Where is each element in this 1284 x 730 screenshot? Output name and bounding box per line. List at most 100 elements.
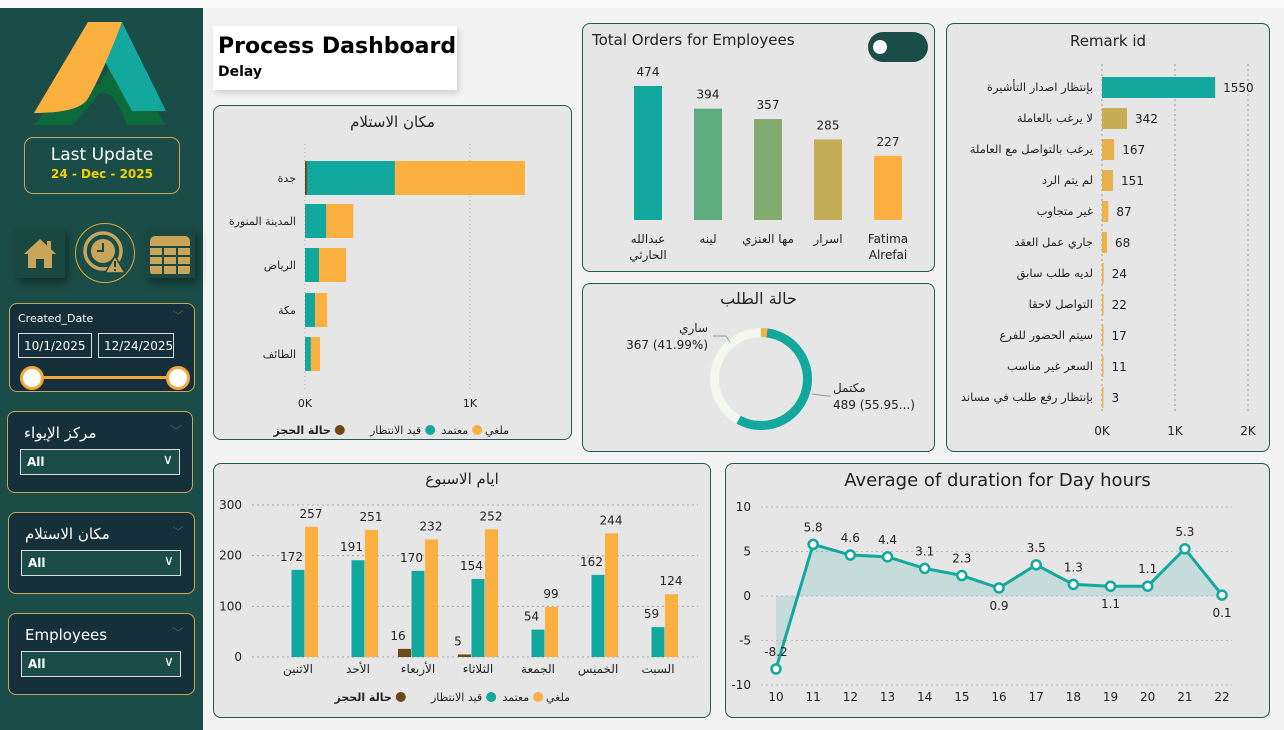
y-category-label: يرغب بالتواصل مع العاملة xyxy=(970,142,1093,157)
y-category-label: السعر غير مناسب xyxy=(1007,359,1093,374)
data-label: 124 xyxy=(660,574,683,588)
toggle-knob xyxy=(873,40,887,54)
legend-marker xyxy=(334,425,345,435)
created-date-title: Created_Date xyxy=(18,312,94,325)
bar xyxy=(874,155,902,220)
data-label: 154 xyxy=(460,559,483,573)
bar xyxy=(665,594,678,657)
legend-label: معتمد xyxy=(442,424,469,437)
chart-title: حالة الطلب xyxy=(720,289,797,308)
table-button[interactable] xyxy=(145,228,195,278)
data-point xyxy=(770,663,782,675)
employees-dropdown[interactable]: All ∨ xyxy=(21,651,181,677)
x-category-label: لينه xyxy=(699,232,716,246)
x-tick-label: 1K xyxy=(463,397,478,410)
chart-title: Total Orders for Employees xyxy=(592,31,795,49)
y-category-label: جاري عمل العقد xyxy=(1014,235,1093,250)
table-icon xyxy=(150,236,190,274)
bar xyxy=(814,139,842,220)
bar xyxy=(365,529,378,657)
y-tick-label: 10 xyxy=(736,500,751,514)
delay-button[interactable] xyxy=(75,223,135,283)
y-category-label: التواصل لاحقا xyxy=(1029,297,1093,312)
legend-label: قيد الانتظار xyxy=(369,424,421,437)
y-category-label: لديه طلب سابق xyxy=(1017,266,1093,281)
bar xyxy=(1102,356,1104,377)
data-point xyxy=(1104,580,1117,592)
data-label: 170 xyxy=(400,551,423,565)
data-label: -8.2 xyxy=(764,645,787,659)
x-category-label: الثلاثاء xyxy=(463,662,493,676)
bar-segment xyxy=(305,161,307,195)
page-title: Process Dashboard xyxy=(218,34,457,59)
legend-marker xyxy=(486,692,497,702)
dropdown-value: All xyxy=(28,556,46,570)
chevron-down-icon[interactable]: ﹀ xyxy=(171,309,184,323)
data-label: 151 xyxy=(1121,174,1144,188)
legend-title: حالة الحجز xyxy=(334,691,392,704)
employees-slicer: Employees ﹀ All ∨ xyxy=(8,613,195,695)
remark-chart: 0K 1K 2K بإنتظار اصدار التأشيرة 1550 لا يرغب … xyxy=(961,64,1257,438)
weekday-chart-card: ايام الاسبوع 0 100 200 300 الاثنين 172 257 الأح… xyxy=(213,463,711,718)
shelter-center-slicer: مركز الإيواء ﹀ All ∨ xyxy=(7,411,193,493)
employees-toggle[interactable] xyxy=(868,32,928,62)
end-date-input[interactable]: 12/24/2025 xyxy=(98,333,174,358)
data-label: 3.1 xyxy=(915,544,934,558)
chevron-down-icon[interactable]: ﹀ xyxy=(171,525,184,539)
last-update-box: Last Update 24 - Dec - 2025 xyxy=(24,137,180,194)
data-point xyxy=(1179,543,1191,555)
data-point xyxy=(956,569,968,582)
data-point xyxy=(918,562,931,575)
bar-segment xyxy=(306,161,395,195)
data-label: 167 xyxy=(1122,143,1145,157)
bar-segment xyxy=(305,248,320,282)
chevron-down-icon: ∨ xyxy=(162,452,173,468)
shelter-center-dropdown[interactable]: All ∨ xyxy=(20,449,180,475)
clock-alert-icon xyxy=(83,231,127,274)
data-point xyxy=(1141,580,1154,592)
chevron-down-icon[interactable]: ﹀ xyxy=(169,424,182,438)
end-date-handle[interactable] xyxy=(166,366,190,390)
donut-slice xyxy=(710,328,761,424)
bar xyxy=(1102,294,1104,315)
data-label: 59 xyxy=(644,607,659,621)
legend-label: ملغي xyxy=(485,424,509,437)
slice-value: 367 (41.99%) xyxy=(626,338,708,352)
area-fill xyxy=(776,544,1223,669)
chevron-down-icon[interactable]: ﹀ xyxy=(171,626,184,640)
data-point xyxy=(993,582,1005,594)
y-category-label: سيتم الحضور للفرع xyxy=(1000,328,1093,343)
x-category-label: الأحد xyxy=(346,661,370,676)
chevron-down-icon: ∨ xyxy=(163,654,174,670)
bar xyxy=(485,529,498,657)
start-date-handle[interactable] xyxy=(20,366,44,390)
location-chart: 0K 1K جدة المدينة المنورة الرياض مكة الطائف ملغ… xyxy=(229,144,525,437)
x-tick-label: 11 xyxy=(806,690,821,704)
data-label: 1550 xyxy=(1223,81,1254,95)
data-label: 99 xyxy=(543,587,558,601)
start-date-input[interactable]: 10/1/2025 xyxy=(18,333,92,358)
legend-title: حالة الحجز xyxy=(273,424,331,437)
pickup-location-dropdown[interactable]: All ∨ xyxy=(21,550,181,576)
x-tick-label: 2K xyxy=(1240,424,1257,438)
home-icon xyxy=(24,239,56,268)
x-tick-label: 20 xyxy=(1140,690,1155,704)
y-category-label: الطائف xyxy=(263,348,296,361)
bar xyxy=(425,539,438,657)
bar xyxy=(398,648,411,657)
y-category-label: غير متجاوب xyxy=(1037,204,1093,219)
x-tick-label: 21 xyxy=(1177,690,1192,704)
x-category-label: الحارثي xyxy=(629,248,667,263)
slice-value: 489 (55.95...) xyxy=(833,398,915,412)
data-label: 227 xyxy=(877,135,900,149)
legend-marker xyxy=(425,425,436,435)
location-chart-card: مكان الاستلام 0K 1K جدة المدينة المنورة الري… xyxy=(213,105,572,440)
x-tick-label: 10 xyxy=(768,690,783,704)
home-button[interactable] xyxy=(15,228,65,278)
data-point xyxy=(881,551,894,563)
title-card: Process Dashboard Delay xyxy=(213,26,457,90)
data-point xyxy=(1216,589,1228,601)
data-label: 16 xyxy=(390,629,405,643)
bar xyxy=(1102,77,1216,98)
data-point xyxy=(807,538,819,551)
